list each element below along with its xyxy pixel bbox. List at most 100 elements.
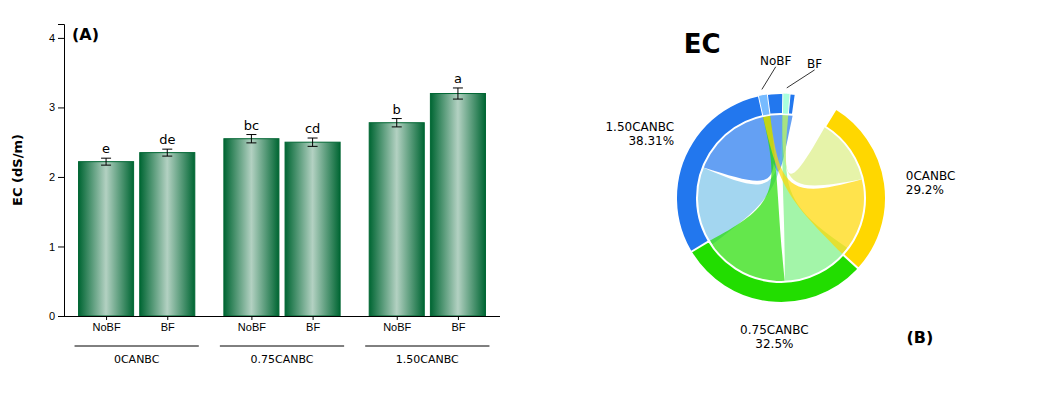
panel-label: (A) xyxy=(72,25,99,44)
significance-letter: e xyxy=(102,141,110,156)
tick: NoBF xyxy=(238,316,266,333)
error-bar-cap xyxy=(308,138,318,139)
chord-segment xyxy=(676,93,796,257)
error-bar-stem xyxy=(251,135,252,143)
tick: BF xyxy=(306,316,320,333)
error-bar-cap xyxy=(392,118,402,119)
y-axis: 0 1 2 3 4 xyxy=(49,25,65,323)
tick-label: 2 xyxy=(49,171,55,183)
tick: NoBF xyxy=(93,316,121,333)
tick-mark xyxy=(58,246,64,247)
chord-segment xyxy=(825,109,886,269)
target-arc xyxy=(758,94,770,116)
target-arc xyxy=(782,93,790,114)
tick-label: NoBF xyxy=(93,321,121,333)
tick: BF xyxy=(161,316,175,333)
tick-mark xyxy=(58,177,64,178)
tick: 2 xyxy=(49,171,64,183)
tick-label: 4 xyxy=(49,32,55,44)
x-axis: NoBF BF NoBF BF NoBF BF xyxy=(64,316,500,333)
significance-letter: a xyxy=(454,71,462,86)
group-bracket xyxy=(75,346,199,347)
error-bar-stem xyxy=(457,88,458,99)
tick-label: 1 xyxy=(49,240,55,252)
leader-line xyxy=(787,70,815,88)
tick-mark xyxy=(251,316,252,320)
tick-mark xyxy=(167,316,168,320)
tick-label: BF xyxy=(161,321,175,333)
group-bracket xyxy=(220,346,344,347)
chord-segments xyxy=(676,93,886,303)
target-label: NoBF xyxy=(760,54,792,68)
error-bar xyxy=(392,119,402,127)
tick: 0 xyxy=(49,310,64,322)
axis-line xyxy=(64,316,500,317)
tick: 3 xyxy=(49,101,64,113)
tick: 1 xyxy=(49,240,64,252)
bar-panel: edebccdba01234NoBFBFNoBFBFNoBFBF0CANBC0.… xyxy=(10,25,500,367)
tick-mark xyxy=(58,316,64,317)
significance-letter: bc xyxy=(244,118,259,133)
bar xyxy=(140,153,195,316)
error-bar xyxy=(308,138,318,146)
bar xyxy=(430,94,485,316)
error-bar xyxy=(162,149,172,156)
error-bar xyxy=(453,88,463,99)
tick-mark xyxy=(458,316,459,320)
group-label: 0CANBC xyxy=(114,353,160,366)
error-bar-cap xyxy=(308,146,318,147)
tick-mark xyxy=(58,38,64,39)
tick-label: 3 xyxy=(49,101,55,113)
tick-label: BF xyxy=(306,321,320,333)
group-label: 0.75CANBC xyxy=(251,353,314,366)
tick-label: 0 xyxy=(49,310,55,322)
bar xyxy=(285,142,340,316)
tick-label: NoBF xyxy=(383,321,411,333)
error-bar-cap xyxy=(162,156,172,157)
data-label: 29.2% xyxy=(906,183,944,197)
error-bar-cap xyxy=(101,165,111,166)
chart: edebccdba01234NoBFBFNoBFBFNoBFBF0CANBC0.… xyxy=(0,0,1042,394)
tick: 4 xyxy=(49,32,64,44)
significance-letter: de xyxy=(159,132,175,147)
error-bar-cap xyxy=(453,99,463,100)
chord-segment xyxy=(691,241,865,303)
error-bar-stem xyxy=(312,138,313,146)
bar xyxy=(369,123,424,316)
error-bar-stem xyxy=(106,158,107,165)
tick-mark xyxy=(313,316,314,320)
segment-label: 0.75CANBC xyxy=(740,323,809,337)
error-bar-cap xyxy=(246,142,256,143)
chord-panel: NoBF BF 1.50CANBC38.31% 0.75CANBC32.5% 0CANB… xyxy=(605,29,955,351)
segment-labels: 1.50CANBC38.31% 0.75CANBC32.5% 0CANBC29.2% xyxy=(605,120,955,351)
error-bar-stem xyxy=(396,119,397,127)
error-bar-cap xyxy=(101,158,111,159)
tick-label: NoBF xyxy=(238,321,266,333)
significance-letters: edebccdba xyxy=(102,71,462,156)
error-bar-cap xyxy=(162,149,172,150)
bar xyxy=(79,162,134,316)
error-bar xyxy=(101,158,111,165)
data-label: 38.31% xyxy=(628,134,674,148)
group-label: 1.50CANBC xyxy=(396,353,459,366)
leader-line xyxy=(762,67,776,90)
segment-label: 0CANBC xyxy=(906,169,956,183)
group-brackets: 0CANBC 0.75CANBC 1.50CANBC xyxy=(75,346,490,366)
y-axis-title: EC (dS/m) xyxy=(10,134,25,206)
segment-label: 1.50CANBC xyxy=(605,120,674,134)
bar xyxy=(224,139,279,316)
bar-marks xyxy=(79,88,486,316)
chart-title: EC xyxy=(684,29,721,59)
axis-line xyxy=(58,25,65,317)
tick-mark xyxy=(58,107,64,108)
error-bar-stem xyxy=(167,149,168,156)
error-bar-cap xyxy=(392,126,402,127)
chord-targets: NoBF BF xyxy=(758,54,822,116)
panel-label: (B) xyxy=(906,328,933,347)
tick-label: BF xyxy=(451,321,465,333)
target-label: BF xyxy=(807,57,822,71)
data-label: 32.5% xyxy=(755,337,793,351)
error-bar-cap xyxy=(246,134,256,135)
significance-letter: cd xyxy=(305,121,320,136)
group-bracket xyxy=(365,346,489,347)
